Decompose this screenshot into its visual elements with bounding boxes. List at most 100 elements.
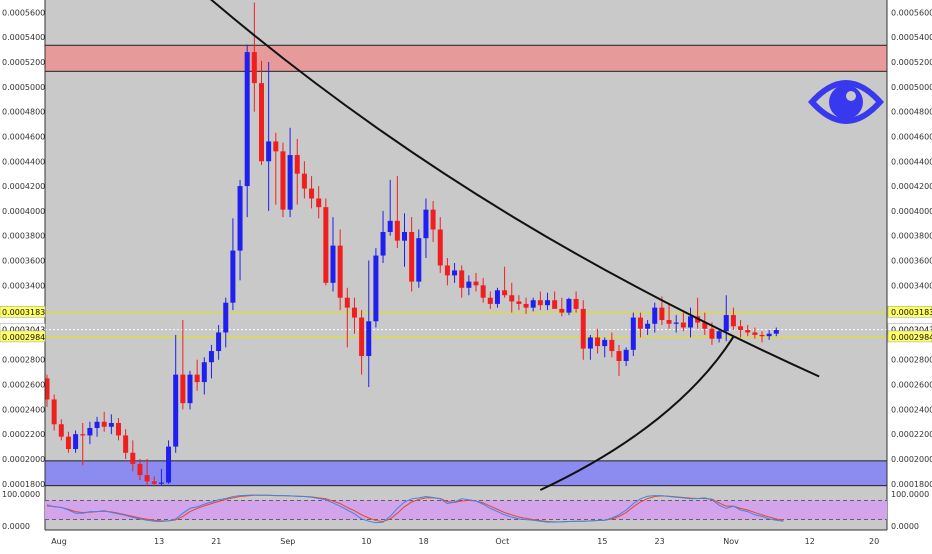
candle-73 — [566, 297, 572, 316]
eye-highlight — [846, 91, 856, 101]
time-tick-label: 12 — [805, 537, 815, 546]
candle-body — [580, 308, 586, 349]
candle-body — [473, 281, 479, 286]
candle-body — [444, 265, 450, 276]
candle-body — [187, 374, 193, 404]
price-tick-label-left: 0.0003800 — [2, 232, 45, 241]
candle-14 — [144, 458, 150, 487]
candle-body — [480, 285, 486, 298]
price-tick-label-left: 0.0003400 — [2, 281, 45, 290]
candle-87 — [666, 303, 672, 329]
candle-body — [516, 301, 522, 304]
candle-23 — [208, 344, 214, 379]
candle-body — [65, 436, 71, 450]
level-label-box-right — [887, 330, 932, 343]
price-tick-label-right: 0.0004800 — [891, 108, 932, 117]
candle-102 — [773, 327, 779, 337]
candle-body — [437, 229, 443, 266]
candle-41 — [337, 229, 343, 311]
candle-26 — [230, 218, 236, 311]
candle-body — [537, 300, 543, 306]
candle-body — [366, 321, 372, 357]
candle-body — [766, 333, 772, 337]
candle-body — [309, 188, 315, 199]
candle-body — [344, 297, 350, 308]
price-tick-label-right: 0.0005200 — [891, 58, 932, 67]
candle-72 — [559, 297, 565, 317]
candle-body — [716, 331, 722, 339]
oscillator-axis-label-left: 100.0000 — [2, 490, 40, 499]
candle-body — [337, 245, 343, 298]
candle-body — [58, 424, 64, 437]
candle-81 — [623, 347, 629, 366]
candle-70 — [545, 292, 550, 311]
candle-46 — [373, 248, 379, 328]
candle-body — [301, 173, 307, 189]
candle-88 — [673, 315, 679, 333]
candle-body — [652, 307, 658, 324]
level-label-box-right — [887, 305, 932, 318]
candle-body — [509, 295, 515, 302]
candle-83 — [637, 312, 643, 338]
candle-47 — [380, 210, 386, 263]
oscillator-axis-label-right: 100.0000 — [891, 490, 929, 499]
candle-body — [430, 209, 436, 230]
candle-body — [545, 300, 550, 306]
price-tick-label-right: 0.0004200 — [891, 182, 932, 191]
price-tick-label-left: 0.0004400 — [2, 157, 45, 166]
candle-body — [323, 207, 329, 283]
candle-body — [216, 332, 222, 352]
candle-39 — [323, 198, 329, 286]
candle-1 — [51, 394, 57, 431]
candle-body — [709, 328, 715, 339]
candle-82 — [630, 312, 636, 357]
level-label-right: 0.0003043 — [891, 326, 932, 335]
candle-body — [416, 238, 422, 282]
price-tick-label-right: 0.0004600 — [891, 132, 932, 141]
candle-body — [266, 141, 272, 162]
price-tick-label-left: 0.0004600 — [2, 132, 45, 141]
candle-71 — [552, 291, 558, 309]
time-tick-label: 23 — [655, 537, 665, 546]
oscillator-k-line — [46, 494, 784, 524]
candle-31 — [266, 62, 272, 211]
candle-63 — [494, 287, 500, 308]
level-label-left: 0.0003183 — [2, 308, 45, 317]
candle-body — [659, 307, 665, 321]
candle-96 — [730, 307, 736, 330]
candle-78 — [602, 337, 608, 358]
candle-body — [502, 290, 508, 296]
candle-76 — [587, 334, 593, 360]
candle-body — [637, 317, 643, 329]
candle-11 — [123, 429, 129, 459]
time-tick-label: 15 — [597, 537, 607, 546]
candle-body — [101, 421, 107, 427]
candle-body — [394, 220, 400, 241]
price-tick-label-right: 0.0005600 — [891, 8, 932, 17]
candle-body — [223, 302, 229, 333]
candle-12 — [130, 440, 136, 472]
candle-body — [573, 298, 579, 309]
price-tick-label-left: 0.0001800 — [2, 480, 45, 489]
price-tick-label-left: 0.0002800 — [2, 356, 45, 365]
candle-62 — [487, 291, 493, 309]
time-tick-label: 13 — [154, 537, 164, 546]
candle-48 — [387, 179, 393, 236]
price-tick-label-right: 0.0004400 — [891, 157, 932, 166]
candle-9 — [108, 414, 114, 435]
candle-body — [466, 281, 472, 288]
candle-30 — [259, 60, 264, 165]
candle-body — [623, 349, 629, 361]
price-tick-label-left: 0.0005000 — [2, 83, 45, 92]
candle-35 — [294, 138, 300, 205]
level-label-right: 0.0003183 — [891, 308, 932, 317]
price-tick-label-left: 0.0005200 — [2, 58, 45, 67]
oscillator-axis-label-left: 0.0000 — [2, 522, 30, 531]
candle-body — [387, 220, 393, 232]
candle-body — [359, 317, 365, 357]
candle-20 — [187, 370, 193, 410]
candle-97 — [738, 320, 744, 338]
candle-49 — [394, 176, 400, 249]
candle-16 — [158, 468, 164, 486]
